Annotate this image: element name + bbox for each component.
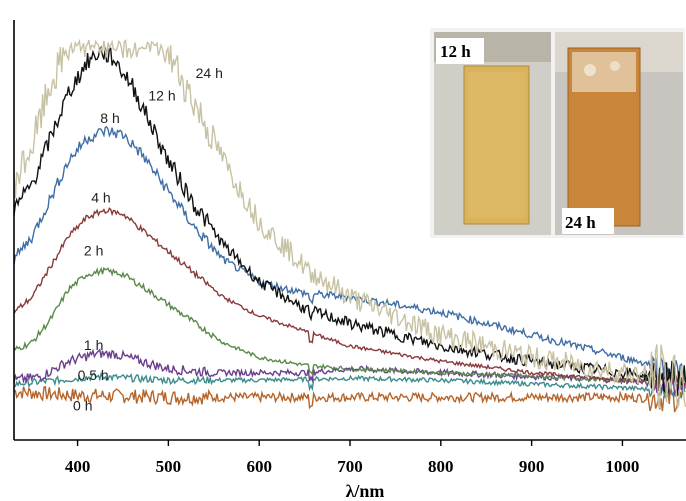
photo-12h: 12 h [434, 32, 551, 235]
photo-label-24h: 24 h [565, 213, 596, 232]
series-label-1h: 1 h [84, 337, 103, 353]
x-tick-label-500: 500 [156, 457, 182, 476]
series-line-0-5h [13, 371, 686, 399]
x-tick-label-900: 900 [519, 457, 545, 476]
series-label-8h: 8 h [100, 110, 119, 126]
photo-24h: 24 h [555, 32, 683, 235]
x-tick-label-1000: 1000 [605, 457, 639, 476]
series-line-2h [13, 266, 686, 388]
x-tick-label-700: 700 [337, 457, 363, 476]
series-label-12h: 12 h [148, 87, 175, 103]
annotation-layer: 24 h 12 h 8 h 4 h 2 h 1 h 0.5 h 0 h [73, 65, 223, 414]
ticks-layer: 400 500 600 700 800 900 1000 [65, 440, 639, 476]
series-label-24h: 24 h [196, 65, 223, 81]
x-tick-label-600: 600 [246, 457, 272, 476]
series-label-2h: 2 h [84, 242, 103, 258]
x-tick-label-400: 400 [65, 457, 91, 476]
series-label-0h: 0 h [73, 397, 92, 413]
series-line-4h [13, 207, 686, 386]
series-line-0h [13, 384, 686, 413]
series-layer [13, 38, 686, 413]
inset-photos: 12 h 24 h [430, 28, 685, 238]
series-line-24h [13, 38, 686, 409]
x-tick-label-800: 800 [428, 457, 454, 476]
series-label-4h: 4 h [91, 190, 110, 206]
x-axis-title: λ/nm [346, 481, 385, 501]
photo-label-12h: 12 h [440, 42, 471, 61]
series-label-0-5h: 0.5 h [78, 367, 109, 383]
